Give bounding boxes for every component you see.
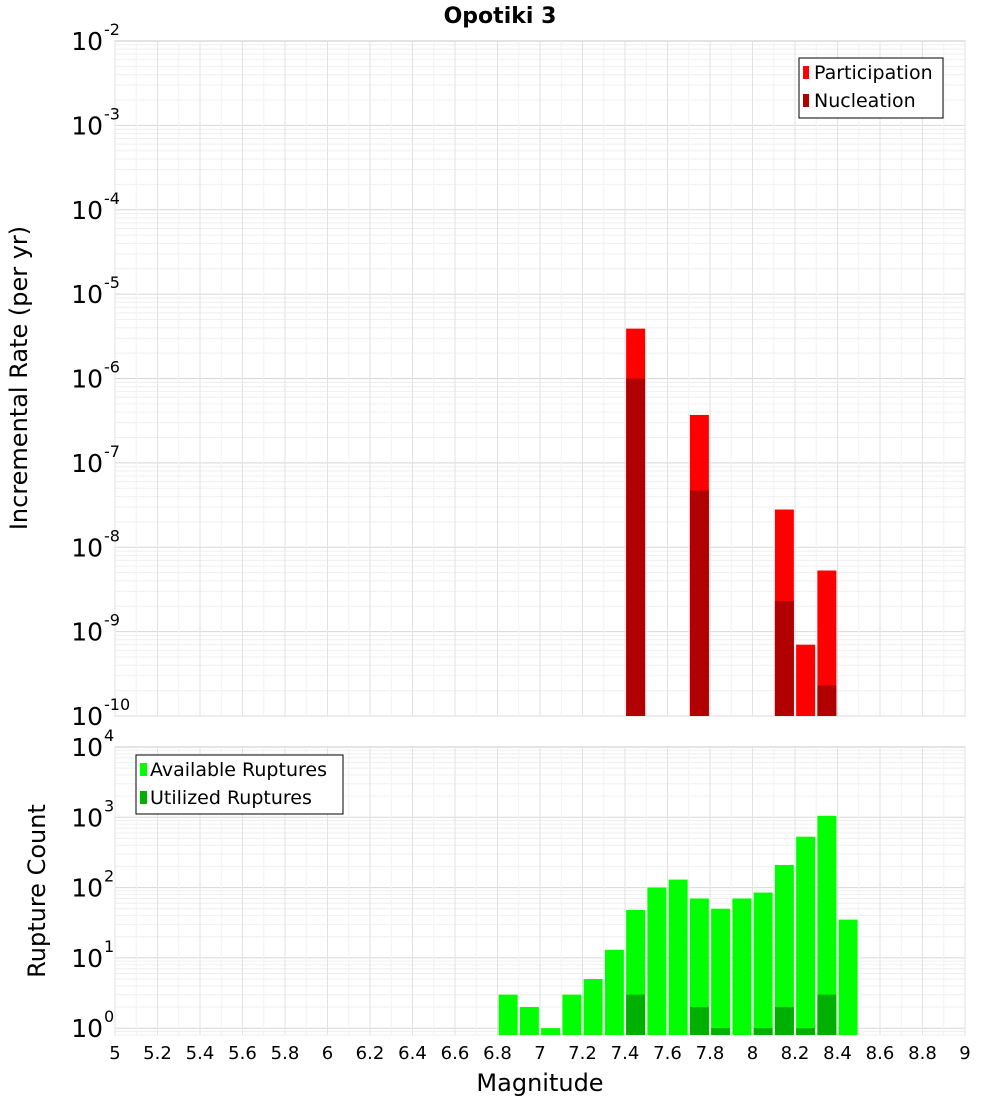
bar-available-ruptures (838, 919, 858, 1035)
bar-utilized-ruptures (796, 1028, 816, 1035)
bar-available-ruptures (647, 887, 667, 1035)
y-tick-label: 10 (71, 533, 103, 562)
bar-available-ruptures (498, 994, 518, 1035)
legend-swatch-nucleation (803, 94, 809, 107)
bar-available-ruptures (774, 864, 794, 1035)
bar-nucleation (689, 490, 709, 716)
bar-nucleation (774, 601, 794, 716)
rate-legend: Participation Nucleation (798, 57, 944, 119)
y-tick-label: 10 (71, 803, 103, 832)
bar-utilized-ruptures (817, 994, 837, 1035)
y-tick-label: 10 (71, 1014, 103, 1043)
y-tick-exponent: 3 (104, 796, 114, 815)
y-tick-exponent: 0 (104, 1007, 114, 1026)
x-tick-label: 8.6 (866, 1043, 895, 1064)
rate-grid (114, 41, 966, 717)
legend-swatch-participation (803, 66, 809, 79)
y-tick-label: 10 (71, 196, 103, 225)
x-tick-label: 8.4 (823, 1043, 852, 1064)
y-tick-exponent: -6 (104, 358, 120, 377)
bar-nucleation (626, 378, 646, 716)
y-tick-exponent: -8 (104, 526, 120, 545)
bar-available-ruptures (711, 908, 731, 1035)
bar-participation (796, 644, 816, 716)
x-tick-label: 6.6 (441, 1043, 470, 1064)
y-tick-exponent: -2 (104, 20, 120, 39)
bar-nucleation (817, 685, 837, 716)
bar-utilized-ruptures (753, 1028, 773, 1035)
legend-swatch-utilized (140, 791, 147, 804)
x-tick-label: 8.2 (781, 1043, 810, 1064)
y-tick-exponent: 4 (104, 726, 114, 745)
count-legend: Available Ruptures Utilized Ruptures (135, 754, 344, 815)
legend-label-utilized: Utilized Ruptures (150, 787, 312, 809)
bar-utilized-ruptures (626, 994, 646, 1035)
y-tick-label: 10 (71, 702, 103, 731)
y-tick-label: 10 (71, 280, 103, 309)
bar-available-ruptures (583, 979, 603, 1035)
bar-available-ruptures (668, 879, 688, 1035)
y-tick-exponent: 2 (104, 867, 114, 886)
y-tick-label: 10 (71, 27, 103, 56)
y-tick-label: 10 (71, 618, 103, 647)
x-tick-label: 6 (322, 1043, 333, 1064)
y-tick-exponent: -10 (104, 695, 130, 714)
y-tick-exponent: -7 (104, 442, 120, 461)
y-tick-label: 10 (71, 944, 103, 973)
y-tick-label: 10 (71, 874, 103, 903)
x-tick-label: 5.2 (143, 1043, 172, 1064)
y-tick-label: 10 (71, 449, 103, 478)
bar-available-ruptures (796, 836, 816, 1035)
rate-bars (626, 328, 837, 716)
y-tick-exponent: 1 (104, 937, 114, 956)
x-tick-label: 6.4 (398, 1043, 427, 1064)
bar-available-ruptures (562, 994, 582, 1035)
chart-title: Opotiki 3 (444, 4, 557, 29)
bar-utilized-ruptures (689, 1007, 709, 1035)
y-tick-label: 10 (71, 733, 103, 762)
y-tick-label: 10 (71, 365, 103, 394)
x-tick-label: 5.8 (271, 1043, 300, 1064)
y-tick-exponent: -3 (104, 104, 120, 123)
x-tick-label: 7 (534, 1043, 545, 1064)
x-tick-label: 5.4 (186, 1043, 215, 1064)
x-tick-label: 7.6 (653, 1043, 682, 1064)
bar-utilized-ruptures (711, 1028, 731, 1035)
y-tick-exponent: -5 (104, 273, 120, 292)
bar-available-ruptures (689, 898, 709, 1035)
legend-label-available: Available Ruptures (150, 759, 327, 781)
bar-available-ruptures (541, 1028, 561, 1035)
bar-available-ruptures (519, 1007, 539, 1035)
y-tick-exponent: -4 (104, 189, 120, 208)
bar-available-ruptures (604, 949, 624, 1035)
x-tick-label: 6.8 (483, 1043, 512, 1064)
x-tick-label: 6.2 (356, 1043, 385, 1064)
bar-available-ruptures (817, 815, 837, 1035)
y-tick-label: 10 (71, 111, 103, 140)
count-bars (498, 815, 858, 1035)
legend-label-nucleation: Nucleation (814, 90, 916, 112)
x-tick-label: 8 (747, 1043, 758, 1064)
y-tick-exponent: -9 (104, 611, 120, 630)
x-axis-ticks: 5 5.2 5.4 5.6 5.8 6 6.2 6.4 6.6 6.8 7 7.2 7.4 7.6 7.8 8… (109, 1043, 970, 1064)
x-axis-label: Magnitude (476, 1069, 603, 1097)
x-tick-label: 7.2 (568, 1043, 597, 1064)
legend-label-participation: Participation (814, 62, 933, 84)
x-tick-label: 5.6 (228, 1043, 257, 1064)
x-tick-label: 7.8 (696, 1043, 725, 1064)
bar-utilized-ruptures (774, 1007, 794, 1035)
rate-y-axis-label: Incremental Rate (per yr) (5, 226, 33, 530)
bar-participation (817, 570, 837, 716)
bar-available-ruptures (732, 898, 752, 1035)
x-tick-label: 7.4 (611, 1043, 640, 1064)
count-y-axis-label: Rupture Count (23, 804, 51, 978)
legend-swatch-available (140, 763, 147, 776)
x-tick-label: 8.8 (908, 1043, 937, 1064)
x-tick-label: 9 (959, 1043, 970, 1064)
x-tick-label: 5 (109, 1043, 120, 1064)
bar-available-ruptures (753, 892, 773, 1035)
